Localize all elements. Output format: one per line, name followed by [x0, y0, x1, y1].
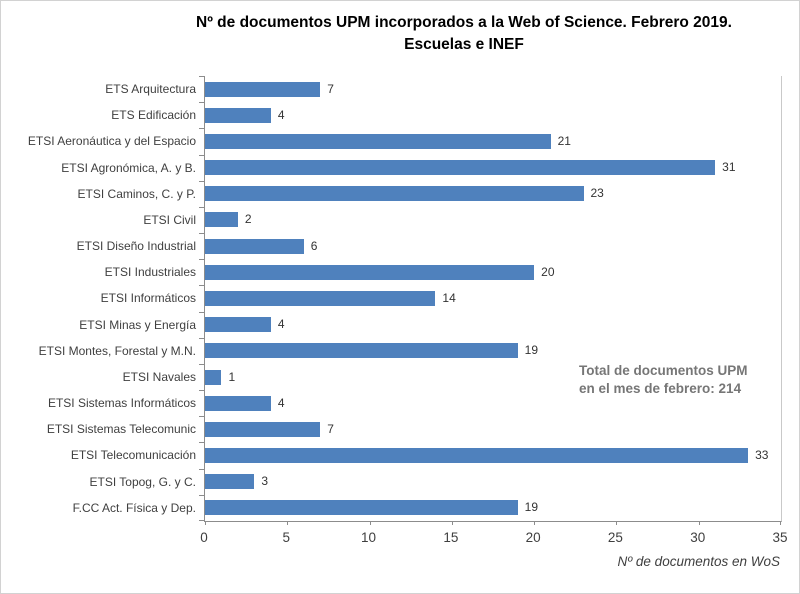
- bar-value-label: 7: [327, 81, 334, 96]
- category-label: ETSI Navales: [122, 369, 196, 384]
- y-axis-tick: [199, 520, 204, 521]
- x-axis-tick: [534, 521, 536, 525]
- y-axis-tick: [199, 180, 204, 182]
- bar-value-label: 3: [261, 474, 269, 489]
- y-axis-tick: [199, 337, 204, 339]
- bar: [205, 421, 321, 437]
- y-axis-tick: [199, 206, 204, 208]
- category-label: ETSI Sistemas Informáticos: [47, 396, 196, 411]
- bar-value-label: 14: [442, 291, 456, 305]
- y-axis-tick: [199, 76, 204, 77]
- y-axis-tick: [199, 259, 204, 261]
- x-axis-tick-labels: 0 5 10 15 20 25 30 35: [200, 530, 787, 548]
- x-axis-tick-label: 30: [690, 530, 706, 545]
- category-label: ETSI Aeronáutica y del Espacio: [27, 134, 196, 149]
- y-axis-tick: [199, 390, 204, 392]
- category-label: ETSI Montes, Forestal y M.N.: [38, 343, 196, 358]
- bar-value-label: 4: [277, 395, 285, 410]
- category-label: ETSI Minas y Energía: [79, 317, 196, 332]
- x-axis-tick: [780, 521, 781, 525]
- bar: [205, 317, 271, 333]
- bar: [205, 474, 255, 490]
- bar-value-label: 4: [277, 317, 285, 332]
- bar: [205, 291, 436, 306]
- category-label: F.CC Act. Física y Dep.: [72, 500, 196, 515]
- bar-value-label: 7: [327, 421, 334, 436]
- y-axis-tick: [199, 494, 204, 496]
- category-label: ETS Arquitectura: [105, 82, 196, 96]
- category-label: ETSI Agronómica, A. y B.: [61, 160, 196, 175]
- bar-value-label: 4: [277, 107, 285, 122]
- chart-title-line1: Nº de documentos UPM incorporados a la W…: [196, 14, 732, 31]
- bar-value-label: 6: [310, 238, 318, 253]
- y-axis-tick: [199, 442, 204, 444]
- bar-value-label: 1: [228, 369, 236, 384]
- category-label: ETSI Telecomunicación: [70, 448, 196, 463]
- category-label: ETSI Industriales: [104, 265, 196, 280]
- bar-value-label: 31: [722, 160, 736, 175]
- x-axis-tick-label: 10: [361, 530, 377, 545]
- bar: [205, 369, 222, 385]
- bar: [205, 107, 271, 123]
- bar-value-label: 20: [541, 264, 555, 279]
- y-axis-tick: [199, 311, 204, 313]
- x-axis-title: Nº de documentos en WoS: [617, 554, 780, 569]
- total-annotation-line1: Total de documentos UPM: [579, 363, 748, 378]
- total-annotation: Total de documentos UPM en el mes de feb…: [579, 362, 748, 398]
- y-axis-tick: [199, 233, 204, 235]
- category-label: ETS Edificación: [111, 108, 196, 123]
- bar-value-label: 19: [524, 500, 539, 515]
- y-axis-tick: [199, 285, 204, 287]
- x-axis-tick-label: 5: [282, 530, 291, 545]
- category-label: ETSI Civil: [143, 212, 196, 227]
- chart-title-line2: Escuelas e INEF: [404, 36, 524, 53]
- y-axis-tick: [199, 154, 204, 156]
- x-axis-tick: [205, 521, 206, 525]
- bar: [205, 81, 321, 97]
- x-axis-tick: [369, 521, 371, 525]
- bar: [205, 500, 518, 516]
- bar: [205, 395, 271, 411]
- x-axis-tick-label: 35: [772, 530, 788, 545]
- category-label: ETSI Informáticos: [100, 291, 196, 306]
- bar: [205, 343, 518, 359]
- x-axis-tick-label: 15: [443, 530, 459, 545]
- y-axis-tick: [199, 102, 204, 104]
- bar: [205, 238, 304, 254]
- y-axis-tick: [199, 468, 204, 470]
- x-axis-tick: [616, 521, 618, 525]
- x-axis-tick-label: 0: [200, 530, 208, 545]
- x-axis-tick: [287, 521, 289, 525]
- bar-value-label: 19: [524, 343, 539, 358]
- chart-title: Nº de documentos UPM incorporados a la W…: [127, 12, 799, 56]
- bar-value-label: 33: [755, 448, 769, 463]
- bar: [205, 133, 551, 149]
- bar-value-label: 23: [590, 186, 604, 201]
- bar: [205, 186, 584, 202]
- x-axis-tick: [451, 521, 453, 525]
- x-axis-tick-label: 20: [525, 530, 541, 545]
- y-axis-category-labels: ETS Arquitectura ETS Edificación ETSI Aero…: [1, 76, 196, 521]
- bar: [205, 160, 716, 176]
- y-axis-tick: [199, 128, 204, 130]
- plot-area: 7 4 21 31 23 2 6 20 14 4 19 1 4 7 33 3 19: [199, 76, 782, 525]
- x-axis-tick-label: 25: [607, 530, 623, 545]
- category-label: ETSI Sistemas Telecomunic: [46, 422, 196, 437]
- y-axis-tick: [199, 363, 204, 365]
- category-label: ETSI Diseño Industrial: [76, 239, 196, 254]
- bar-value-label: 21: [557, 133, 571, 148]
- bar: [205, 448, 749, 464]
- bar: [205, 264, 535, 280]
- bar-value-label: 2: [244, 212, 252, 227]
- x-axis-tick: [698, 521, 700, 525]
- y-axis-tick: [199, 416, 204, 418]
- total-annotation-line2: en el mes de febrero: 214: [579, 381, 742, 396]
- bar: [205, 212, 238, 228]
- category-label: ETSI Caminos, C. y P.: [77, 186, 196, 201]
- category-label: ETSI Topog, G. y C.: [89, 474, 197, 489]
